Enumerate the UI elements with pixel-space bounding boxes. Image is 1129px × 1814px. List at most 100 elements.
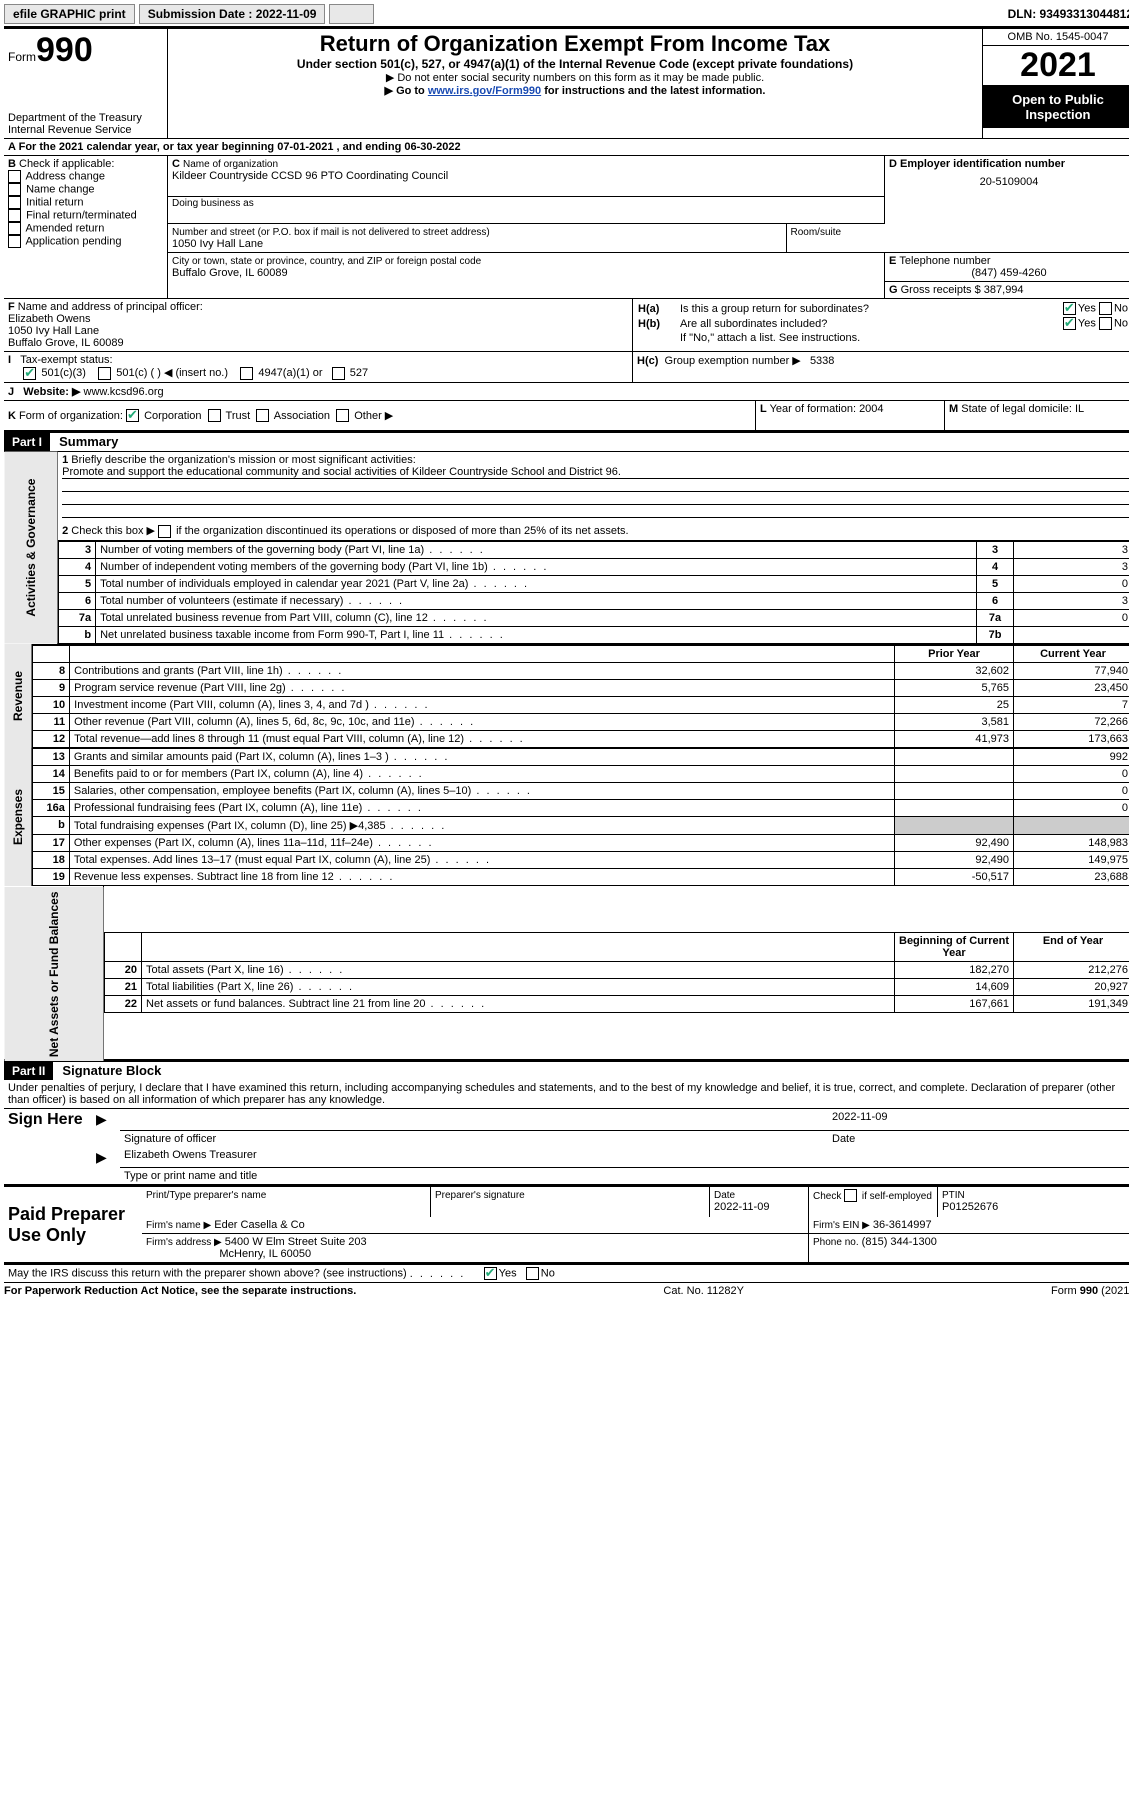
checkbox-name-change[interactable] — [8, 183, 21, 196]
cb-discuss-yes[interactable] — [484, 1267, 497, 1280]
firm-addr-label: Firm's address ▶ — [146, 1237, 222, 1248]
i-opt1: 501(c)(3) — [41, 367, 86, 379]
d-label: Employer identification number — [900, 158, 1065, 170]
checkbox-final-return[interactable] — [8, 209, 21, 222]
no-label: No — [1114, 302, 1128, 314]
table-row: Prior YearCurrent Year — [33, 645, 1129, 663]
cb-trust[interactable] — [208, 409, 221, 422]
f-label: Name and address of principal officer: — [18, 301, 203, 313]
cb-discuss-no[interactable] — [526, 1267, 539, 1280]
table-row: 20Total assets (Part X, line 16)182,2702… — [105, 962, 1129, 979]
dba-label: Doing business as — [172, 198, 254, 209]
ha-yes[interactable] — [1063, 302, 1076, 315]
table-row: 8Contributions and grants (Part VIII, li… — [33, 662, 1129, 679]
hb-yes[interactable] — [1063, 317, 1076, 330]
cb-501c[interactable] — [98, 367, 111, 380]
k-opt0: Corporation — [144, 410, 201, 422]
ptin-label: PTIN — [942, 1190, 965, 1201]
table-row: 12Total revenue—add lines 8 through 11 (… — [33, 730, 1129, 747]
q1-text: Briefly describe the organization's miss… — [71, 454, 415, 466]
hb-no[interactable] — [1099, 317, 1112, 330]
i-opt4: 527 — [350, 367, 368, 379]
i-opt3: 4947(a)(1) or — [258, 367, 322, 379]
section-g: G Gross receipts $ 387,994 — [885, 282, 1129, 299]
firm-phone: (815) 344-1300 — [862, 1236, 937, 1248]
self-employed: Check if self-employed — [813, 1191, 932, 1202]
phone-label: Phone no. — [813, 1237, 859, 1248]
cb-527[interactable] — [332, 367, 345, 380]
g-label: Gross receipts $ — [901, 284, 981, 296]
note2-post: for instructions and the latest informat… — [541, 85, 765, 97]
footer: For Paperwork Reduction Act Notice, see … — [4, 1285, 1129, 1297]
checkbox-initial-return[interactable] — [8, 196, 21, 209]
table-row: 14Benefits paid to or for members (Part … — [32, 765, 1129, 782]
irs-discuss-text: May the IRS discuss this return with the… — [8, 1268, 407, 1280]
submission-date: Submission Date : 2022-11-09 — [139, 4, 326, 24]
table-row: 17Other expenses (Part IX, column (A), l… — [32, 834, 1129, 851]
sign-here: Sign Here — [4, 1109, 92, 1147]
form990-link[interactable]: www.irs.gov/Form990 — [428, 85, 541, 97]
open-public: Open to Public Inspection — [983, 86, 1129, 128]
e-label: Telephone number — [899, 255, 990, 267]
title-sub: Under section 501(c), 527, or 4947(a)(1)… — [174, 57, 976, 71]
sign-date: 2022-11-09 — [828, 1109, 1129, 1130]
q1: 1 Briefly describe the organization's mi… — [58, 452, 1129, 540]
cb-other[interactable] — [336, 409, 349, 422]
part1-title: Summary — [53, 432, 124, 451]
date-label: Date — [828, 1130, 1129, 1147]
section-c-name: C Name of organization Kildeer Countrysi… — [168, 156, 885, 224]
omb: OMB No. 1545-0047 — [983, 29, 1129, 46]
declaration: Under penalties of perjury, I declare th… — [4, 1080, 1129, 1109]
firm-name: Eder Casella & Co — [214, 1219, 305, 1231]
part1-header: Part I Summary — [4, 433, 1129, 452]
table-row: 4Number of independent voting members of… — [59, 558, 1129, 575]
firm-ein: 36-3614997 — [873, 1219, 932, 1231]
topbar: efile GRAPHIC print Submission Date : 20… — [4, 4, 1129, 24]
preparer-name-label: Print/Type preparer's name — [146, 1190, 266, 1201]
q2-text: Check this box ▶ if the organization dis… — [71, 525, 628, 537]
prep-date-label: Date — [714, 1190, 735, 1201]
part2-title: Signature Block — [56, 1061, 167, 1080]
i-opt2: 501(c) ( ) ◀ (insert no.) — [116, 367, 228, 379]
table-row: 9Program service revenue (Part VIII, lin… — [33, 679, 1129, 696]
table-row: 11Other revenue (Part VIII, column (A), … — [33, 713, 1129, 730]
cb-discontinued[interactable] — [158, 525, 171, 538]
blank-button[interactable] — [329, 4, 374, 24]
firm-ein-label: Firm's EIN ▶ — [813, 1220, 870, 1231]
k-opt1: Trust — [226, 410, 251, 422]
gross-receipts: 387,994 — [984, 284, 1024, 296]
title-cell: Return of Organization Exempt From Incom… — [168, 28, 983, 139]
footer-left: For Paperwork Reduction Act Notice, see … — [4, 1285, 356, 1297]
part2-header: Part II Signature Block — [4, 1062, 1129, 1080]
checkbox-address-change[interactable] — [8, 170, 21, 183]
b-opt-0: Address change — [25, 170, 105, 182]
room-suite: Room/suite — [786, 224, 885, 253]
line-a-text: For the 2021 calendar year, or tax year … — [19, 141, 461, 153]
cb-4947[interactable] — [240, 367, 253, 380]
cb-assoc[interactable] — [256, 409, 269, 422]
footer-right: Form 990 (2021) — [1051, 1285, 1129, 1297]
form-word: Form — [8, 50, 36, 64]
checkbox-amended[interactable] — [8, 222, 21, 235]
section-d-e: D Employer identification number 20-5109… — [885, 156, 1129, 253]
org-name: Kildeer Countryside CCSD 96 PTO Coordina… — [172, 170, 448, 182]
checkbox-app-pending[interactable] — [8, 235, 21, 248]
section-hc: H(c) Group exemption number ▶ 5338 — [633, 352, 1129, 383]
prep-date: 2022-11-09 — [714, 1201, 769, 1213]
table-row: 6Total number of volunteers (estimate if… — [59, 592, 1129, 609]
ha-text: Is this a group return for subordinates? — [679, 301, 1007, 316]
section-b: B Check if applicable: Address change Na… — [4, 156, 168, 299]
arrow-icon: ▶ — [96, 1111, 107, 1127]
table-row: 10Investment income (Part VIII, column (… — [33, 696, 1129, 713]
efile-print-button[interactable]: efile GRAPHIC print — [4, 4, 135, 24]
telephone: (847) 459-4260 — [889, 267, 1129, 279]
yes-label2: Yes — [1078, 317, 1096, 329]
cb-corp[interactable] — [126, 409, 139, 422]
vlabel-governance: Activities & Governance — [4, 452, 58, 644]
cb-self-employed[interactable] — [844, 1189, 857, 1202]
b-opt-4: Amended return — [25, 222, 104, 234]
table-row: 18Total expenses. Add lines 13–17 (must … — [32, 851, 1129, 868]
firm-city: McHenry, IL 60050 — [219, 1248, 311, 1260]
cb-501c3[interactable] — [23, 367, 36, 380]
ha-no[interactable] — [1099, 302, 1112, 315]
